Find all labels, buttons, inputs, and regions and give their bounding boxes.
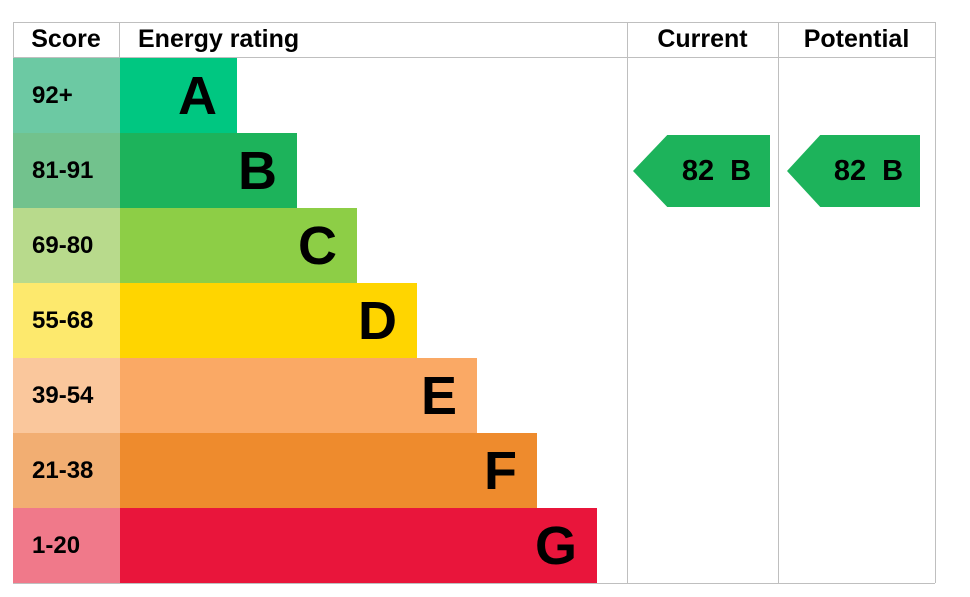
grid-line-score-divider <box>119 22 120 57</box>
band-letter: B <box>238 140 277 201</box>
band-score-cell-e: 39-54 <box>13 358 120 433</box>
band-bar-d: D <box>120 283 417 358</box>
band-row-f: 21-38 F <box>13 433 537 508</box>
potential-rating-arrow: 82 B <box>787 135 920 207</box>
band-score-cell-a: 92+ <box>13 58 120 133</box>
grid-line-header-left <box>13 22 14 57</box>
band-score-label: 92+ <box>32 81 73 109</box>
band-bar-a: A <box>120 58 237 133</box>
potential-rating-letter: B <box>882 154 904 187</box>
band-bar-b: B <box>120 133 297 208</box>
band-bar-e: E <box>120 358 477 433</box>
grid-line-current-divider <box>627 22 628 583</box>
band-row-b: 81-91 B <box>13 133 297 208</box>
band-score-label: 81-91 <box>32 156 94 184</box>
grid-line-potential-divider <box>778 22 779 583</box>
band-row-g: 1-20 G <box>13 508 597 583</box>
band-score-label: 21-38 <box>32 456 94 484</box>
band-score-label: 39-54 <box>32 381 94 409</box>
grid-line-header-bottom <box>13 57 935 58</box>
band-bar-g: G <box>120 508 597 583</box>
band-letter: F <box>484 440 517 501</box>
band-row-c: 69-80 C <box>13 208 357 283</box>
band-score-cell-c: 69-80 <box>13 208 120 283</box>
band-letter: D <box>358 290 397 351</box>
grid-line-top <box>13 22 935 23</box>
band-bar-c: C <box>120 208 357 283</box>
band-letter: E <box>420 365 457 426</box>
grid-line-bottom <box>13 583 935 584</box>
grid-line-right <box>935 22 936 583</box>
band-score-label: 69-80 <box>32 231 94 259</box>
column-header-current: Current <box>657 25 748 53</box>
band-score-cell-b: 81-91 <box>13 133 120 208</box>
band-bar-f: F <box>120 433 537 508</box>
band-score-cell-g: 1-20 <box>13 508 120 583</box>
band-score-cell-f: 21-38 <box>13 433 120 508</box>
band-score-cell-d: 55-68 <box>13 283 120 358</box>
band-letter: A <box>178 65 217 126</box>
current-rating-arrow: 82 B <box>633 135 770 207</box>
column-header-energy-rating: Energy rating <box>138 25 300 53</box>
column-header-score: Score <box>31 25 101 53</box>
band-score-label: 1-20 <box>32 531 81 559</box>
band-letter: G <box>534 515 577 576</box>
band-row-a: 92+ A <box>13 58 237 133</box>
band-letter: C <box>298 215 337 276</box>
potential-rating-score: 82 <box>833 154 867 187</box>
column-header-potential: Potential <box>803 25 910 53</box>
current-rating-score: 82 <box>681 154 715 187</box>
band-row-d: 55-68 D <box>13 283 417 358</box>
current-rating-letter: B <box>730 154 752 187</box>
band-row-e: 39-54 E <box>13 358 477 433</box>
band-score-label: 55-68 <box>32 306 94 334</box>
